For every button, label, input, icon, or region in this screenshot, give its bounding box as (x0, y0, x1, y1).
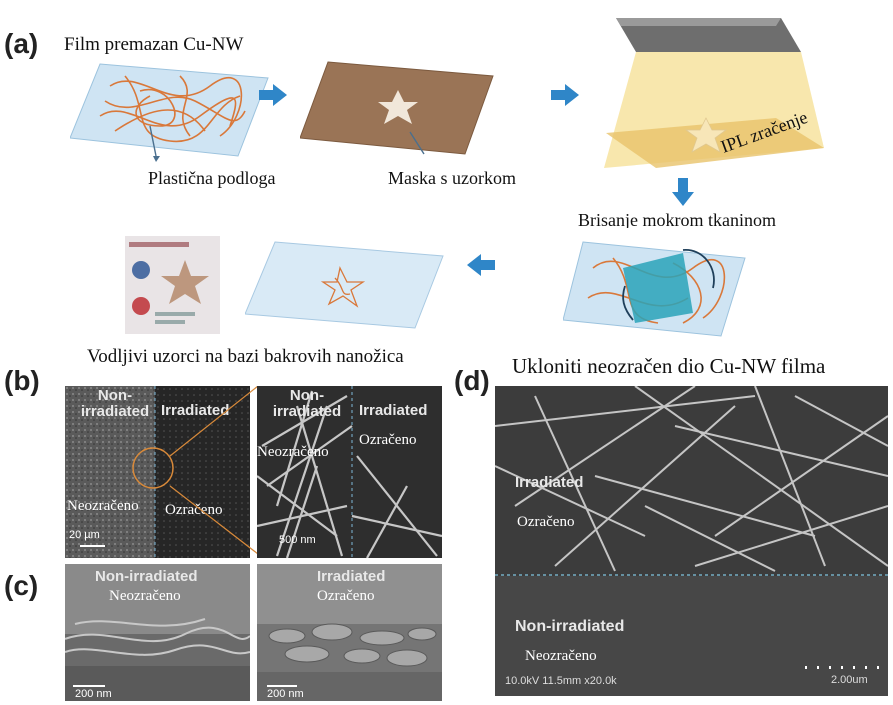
b-right-non-irr-hr: Neozračeno (257, 444, 329, 460)
b-right-non-irr-en: Non- irradiated (272, 387, 342, 420)
cuNW-film-title: Film premazan Cu-NW (64, 34, 244, 55)
sem-b-left: Non- irradiated Irradiated Neozračeno Oz… (65, 386, 250, 558)
process-arrow-3 (467, 254, 495, 276)
patterned-substrate (245, 238, 445, 330)
c-right-en: Irradiated (317, 568, 386, 585)
product-photo (125, 236, 220, 334)
substrate-label: Plastična podloga (148, 168, 276, 188)
d-scale: 2.00um (831, 674, 868, 686)
d-non-irr-hr: Neozračeno (525, 648, 597, 664)
c-left-scale: 200 nm (75, 688, 112, 700)
substrate-with-nanowires (70, 56, 270, 166)
b-left-irr-en: Irradiated (161, 402, 230, 419)
d-sem-info: 10.0kV 11.5mm x20.0k (505, 675, 617, 687)
b-right-scale: 500 nm (279, 534, 316, 546)
b-left-non-irr-en: Non- irradiated (80, 387, 150, 420)
process-arrow-1 (259, 84, 287, 106)
mask-label: Maska s uzorkom (388, 168, 516, 188)
process-arrow-down (672, 178, 694, 206)
sem-d: Irradiated Ozračeno Non-irradiated Neozr… (495, 386, 888, 696)
ipl-lamp-illustration (596, 18, 826, 178)
patterned-mask (300, 58, 495, 158)
process-arrow-2 (551, 84, 579, 106)
patterns-label: Vodljivi uzorci na bazi bakrovih nanožic… (87, 346, 404, 367)
b-left-irr-hr: Ozračeno (165, 502, 223, 518)
c-left-en: Non-irradiated (95, 568, 198, 585)
wipe-label-text: Brisanje mokrom tkaninom (578, 210, 776, 228)
panel-d-letter: (d) (454, 365, 490, 396)
b-right-irr-en: Irradiated (359, 402, 428, 419)
panel-a-letter: (a) (4, 28, 39, 59)
remove-label: Ukloniti neozračen dio Cu-NW filma (512, 354, 826, 378)
d-non-irr-en: Non-irradiated (515, 618, 625, 635)
c-right-scale: 200 nm (267, 688, 304, 700)
panel-b-letter: (b) (4, 365, 40, 396)
b-right-irr-hr: Ozračeno (359, 432, 417, 448)
zoom-lines (150, 386, 270, 558)
panel-c-letter: (c) (4, 570, 39, 601)
d-irr-en: Irradiated (515, 474, 584, 491)
c-right-hr: Ozračeno (317, 588, 375, 604)
d-irr-hr: Ozračeno (517, 514, 575, 530)
b-left-non-irr-hr: Neozračeno (67, 498, 139, 514)
sem-c-right: Irradiated Ozračeno 200 nm (257, 564, 442, 701)
b-left-scale: 20 µm (69, 529, 100, 541)
wiping-illustration (563, 228, 748, 338)
wipe-label: Brisanje mokrom tkaninom (578, 208, 838, 228)
sem-b-right: Non- irradiated Irradiated Neozračeno Oz… (257, 386, 442, 558)
sem-c-left: Non-irradiated Neozračeno 200 nm (65, 564, 250, 701)
c-left-hr: Neozračeno (109, 588, 181, 604)
